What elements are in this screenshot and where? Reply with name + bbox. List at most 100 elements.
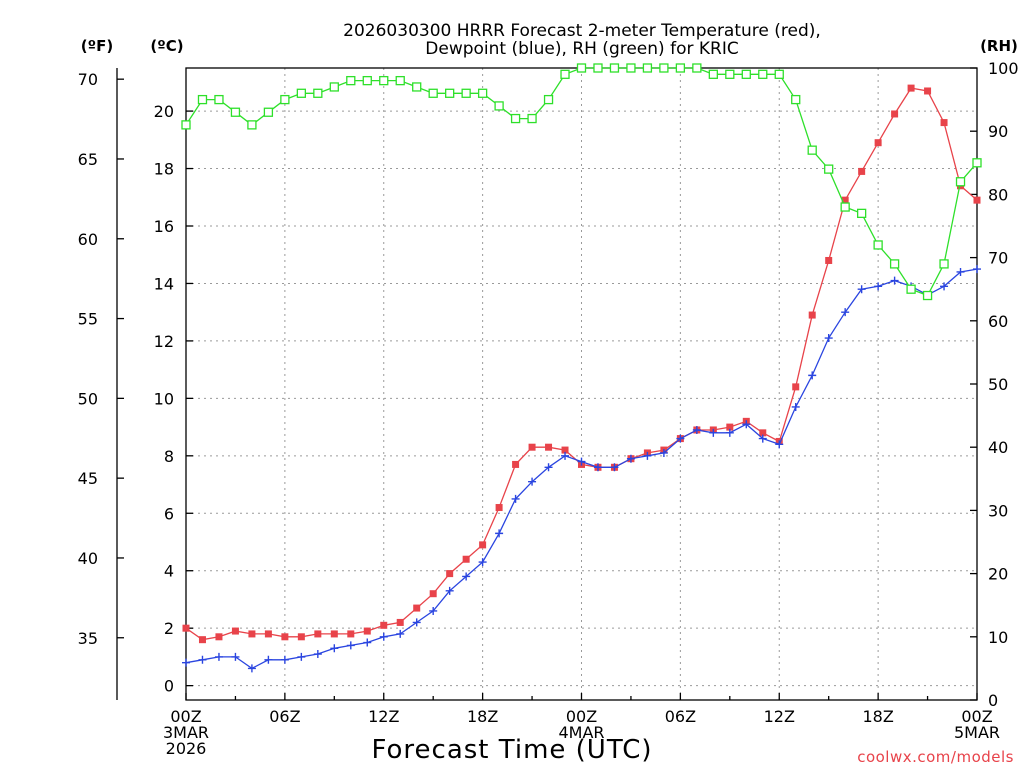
rh-point [642,63,653,73]
dewpoint-point [363,638,372,647]
temperature-point [231,627,239,635]
temperature-point [396,618,404,626]
rh-point [889,259,900,269]
fahrenheit-unit-label: (ºF) [81,37,113,55]
rh-point [939,259,949,269]
rh-point [741,69,751,79]
dewpoint-point [940,282,949,291]
celsius-tick-label: 14 [154,274,174,293]
rh-tick-label: 70 [988,249,1008,268]
rh-point [543,94,554,105]
rh-point [955,177,966,187]
dewpoint-point [561,451,570,460]
rh-point [609,63,620,73]
dewpoint-point [412,618,421,627]
rh-point [461,88,471,98]
rh-point [329,82,339,92]
dewpoint-point [824,334,833,343]
dewpoint-point [758,434,767,443]
temperature-point [363,627,371,635]
temperature-point [874,139,882,147]
series-relative-humidity [181,63,982,301]
temperature-point [512,460,520,468]
credit-text: coolwx.com/models [857,748,1014,766]
rh-point [412,82,422,92]
chart-title: 2026030300 HRRR Forecast 2-meter Tempera… [343,21,821,59]
title-line-2: Dewpoint (blue), RH (green) for KRIC [425,39,738,59]
temperature-point [940,119,948,127]
x-tick-label: 18Z [862,707,893,726]
x-tick-label: 00Z [170,707,201,726]
x-tick-label: 2026 [166,739,207,758]
rh-point [313,88,323,98]
temperature-point [198,636,206,644]
fahrenheit-tick-label: 65 [78,150,98,169]
dewpoint-point [313,650,322,659]
x-tick-label: 4MAR [558,723,604,742]
axis-labels: (ºF) (ºC) (RH) 35 40 45 50 55 60 65 70 0 2 4 6 8 10 12 14 1… [78,37,1019,766]
celsius-tick-label: 10 [154,389,174,408]
dewpoint-point [890,276,899,285]
rh-point [527,113,537,124]
temperature-point [726,423,734,431]
rh-point [791,94,801,105]
rh-point [395,75,405,86]
x-tick-label: 18Z [467,707,498,726]
fahrenheit-tick-label: 35 [78,629,98,648]
celsius-tick-label: 20 [154,102,174,121]
rh-point [972,158,982,168]
dewpoint-point [264,655,273,664]
rh-point [906,284,916,294]
dewpoint-point [791,402,800,411]
rh-point [247,120,257,130]
axes [116,67,978,701]
series-dewpoint [182,265,981,673]
rh-point [197,94,208,105]
dewpoint-point [330,644,339,653]
dewpoint-point [956,267,965,276]
dewpoint-point [231,652,240,661]
x-tick-label: 12Z [368,707,399,726]
x-tick-label: 06Z [269,707,300,726]
temperature-point [297,633,305,641]
dewpoint-point [280,655,289,664]
dewpoint-point [874,282,883,291]
temperature-point [907,84,915,92]
celsius-tick-label: 18 [154,160,174,179]
x-axis-title: Forecast Time (UTC) [371,735,652,765]
celsius-tick-label: 6 [164,504,174,523]
dewpoint-point [346,641,355,650]
celsius-tick-label: 2 [164,619,174,638]
celsius-tick-label: 8 [164,447,174,466]
rh-point [510,113,521,124]
x-tick-label: 00Z [566,707,597,726]
dewpoint-point [214,652,223,661]
temperature-point [792,383,800,391]
x-tick-label: 3MAR [163,723,209,742]
dewpoint-point [725,428,734,437]
fahrenheit-tick-label: 45 [78,469,98,488]
rh-point [922,290,933,301]
celsius-tick-label: 4 [164,562,174,581]
fahrenheit-tick-label: 60 [78,230,98,249]
rh-point [824,164,834,174]
dewpoint-point [775,440,784,449]
temperature-point [545,443,553,451]
temperature-point [858,167,866,175]
rh-unit-label: (RH) [980,37,1018,55]
rh-tick-label: 0 [988,691,998,710]
rh-tick-label: 50 [988,375,1008,394]
celsius-unit-label: (ºC) [150,37,183,55]
dewpoint-point [462,572,471,581]
dewpoint-point [396,629,405,638]
rh-point [477,88,488,98]
rh-point [214,94,224,105]
rh-point [840,202,850,212]
temperature-point [479,541,487,549]
fahrenheit-tick-label: 40 [78,549,98,568]
temperature-point [462,555,470,563]
temperature-point [264,630,272,638]
temperature-point [973,196,981,204]
rh-point [873,240,883,250]
